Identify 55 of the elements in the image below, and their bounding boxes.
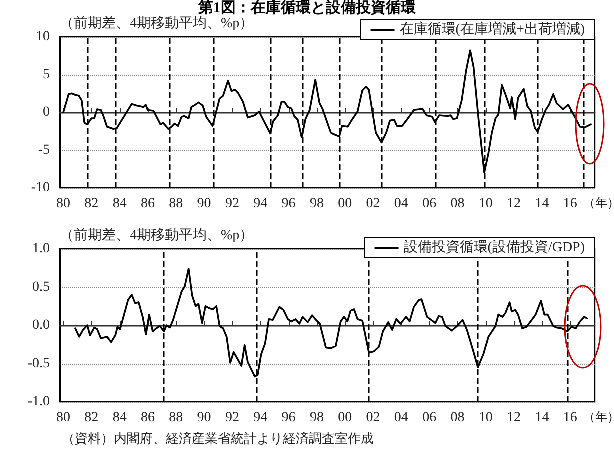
x-tick-label: 92 <box>225 196 240 212</box>
x-tick-label: 02 <box>366 410 380 426</box>
y-tick-label: -10 <box>31 180 50 196</box>
y-tick-label: 10 <box>36 30 50 44</box>
y-tick-label: 0.0 <box>32 318 50 333</box>
x-tick-label: 90 <box>197 410 212 426</box>
x-tick-label: 94 <box>254 410 268 426</box>
x-tick-label: 00 <box>338 410 352 426</box>
x-tick-label: 06 <box>422 196 437 212</box>
y-tick-label: 5 <box>43 67 50 82</box>
legend-label: 設備投資循環(設備投資/GDP) <box>404 240 586 256</box>
x-tick-label: 92 <box>225 410 240 426</box>
text: （資料）内閣府、経済産業省統計より経済調査室作成 <box>62 430 374 448</box>
x-axis-title: （年） <box>583 196 614 210</box>
x-tick-label: 96 <box>282 196 296 212</box>
x-tick-label: 86 <box>140 410 155 426</box>
x-tick-label: 02 <box>366 196 380 212</box>
y-tick-label: 0.5 <box>32 280 50 295</box>
x-tick-label: 14 <box>535 196 550 212</box>
x-tick-label: 16 <box>563 410 578 426</box>
x-tick-label: 86 <box>140 196 155 212</box>
x-tick-label: 00 <box>338 196 352 212</box>
x-tick-label: 94 <box>254 196 268 212</box>
x-tick-label: 08 <box>450 410 465 426</box>
y-tick-label: 0 <box>43 105 50 120</box>
x-tick-label: 16 <box>563 196 578 212</box>
x-tick-label: 98 <box>310 410 324 426</box>
x-tick-label: 12 <box>507 196 522 212</box>
y-axis-title: （前期差、4期移動平均、%p） <box>60 16 254 32</box>
x-tick-label: 96 <box>282 410 296 426</box>
x-tick-label: 80 <box>56 196 71 212</box>
x-tick-label: 84 <box>112 196 127 212</box>
x-tick-label: 10 <box>478 196 493 212</box>
legend-label: 在庫循環(在庫増減+出荷増減) <box>400 20 586 38</box>
y-tick-label: -5 <box>38 142 50 158</box>
x-tick-label: 80 <box>56 410 71 426</box>
x-tick-label: 04 <box>394 196 408 212</box>
x-axis-title: （年） <box>583 410 614 424</box>
x-tick-label: 88 <box>169 410 184 426</box>
x-tick-label: 82 <box>84 410 99 426</box>
x-tick-label: 08 <box>450 196 465 212</box>
y-axis-title: （前期差、4期移動平均、%p） <box>60 228 254 244</box>
y-tick-label: 1.0 <box>32 242 50 256</box>
x-tick-label: 06 <box>422 410 437 426</box>
x-tick-label: 98 <box>310 196 324 212</box>
x-tick-label: 90 <box>197 196 212 212</box>
y-tick-label: -0.5 <box>28 356 50 372</box>
x-tick-label: 82 <box>84 196 99 212</box>
x-tick-label: 10 <box>478 410 493 426</box>
y-tick-label: -1.0 <box>28 394 50 410</box>
x-tick-label: 14 <box>535 410 550 426</box>
x-tick-label: 84 <box>112 410 127 426</box>
x-tick-label: 04 <box>394 410 408 426</box>
x-tick-label: 12 <box>507 410 522 426</box>
x-tick-label: 88 <box>169 196 184 212</box>
